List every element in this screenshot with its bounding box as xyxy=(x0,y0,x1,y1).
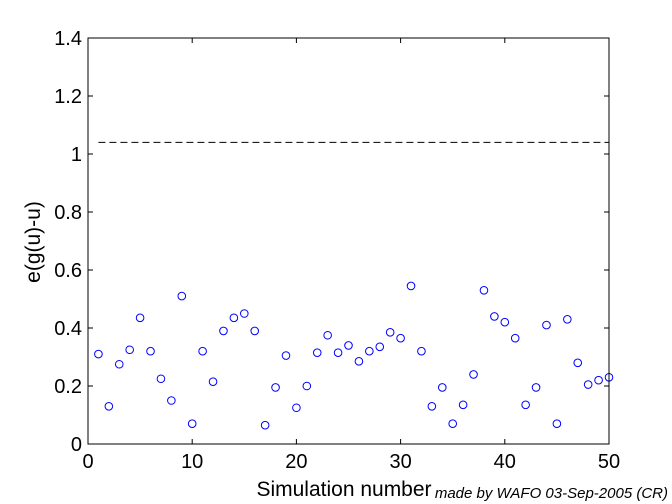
credit-text: made by WAFO 03-Sep-2005 (CR) xyxy=(435,485,668,502)
data-point xyxy=(531,383,541,392)
data-point xyxy=(385,328,395,337)
data-point xyxy=(500,317,510,327)
y-axis-label: e(g(u)-u) xyxy=(22,201,45,283)
data-point xyxy=(375,342,385,352)
data-point xyxy=(208,377,218,386)
y-tick-label: 0.2 xyxy=(54,376,82,398)
x-tick-label: 20 xyxy=(285,451,307,473)
data-point xyxy=(271,383,280,392)
y-tick-label: 1.4 xyxy=(54,28,82,50)
data-point xyxy=(229,313,239,323)
data-point xyxy=(365,346,374,356)
x-tick-label: 40 xyxy=(494,451,516,473)
data-point xyxy=(240,309,249,318)
data-point xyxy=(583,380,593,389)
data-point xyxy=(396,333,405,343)
data-point xyxy=(198,346,207,356)
x-tick-label: 50 xyxy=(598,451,620,473)
data-point xyxy=(302,381,312,391)
data-point xyxy=(312,348,322,357)
y-tick-label: 0.6 xyxy=(54,260,82,282)
data-point xyxy=(573,358,583,368)
data-point xyxy=(250,326,260,336)
data-point xyxy=(521,400,530,410)
data-point xyxy=(114,359,124,369)
data-point xyxy=(510,333,520,343)
data-point xyxy=(187,419,197,429)
data-point xyxy=(406,281,416,291)
data-point xyxy=(94,349,103,359)
data-point xyxy=(156,374,166,384)
data-point xyxy=(458,400,468,410)
x-tick-label: 30 xyxy=(389,451,411,473)
data-point xyxy=(563,315,572,324)
x-tick-label: 10 xyxy=(181,451,203,473)
data-point xyxy=(427,402,437,411)
data-point xyxy=(323,330,332,340)
data-point xyxy=(479,286,489,295)
plot-area xyxy=(88,38,609,444)
data-point xyxy=(146,346,155,356)
data-point xyxy=(281,351,291,360)
data-point xyxy=(417,346,426,356)
data-point xyxy=(437,383,447,392)
y-tick-label: 1.2 xyxy=(54,86,82,108)
data-point xyxy=(490,312,499,321)
data-point xyxy=(542,320,551,330)
data-point xyxy=(552,419,562,429)
x-tick-label: 0 xyxy=(82,451,93,473)
data-point xyxy=(104,402,114,411)
data-point xyxy=(354,357,364,366)
axes-box xyxy=(87,37,610,445)
x-axis-label: Simulation number xyxy=(256,478,431,501)
data-point xyxy=(344,341,353,350)
data-point xyxy=(167,396,176,405)
y-tick-label: 0 xyxy=(71,434,82,456)
y-tick-label: 0.8 xyxy=(54,202,82,224)
data-point xyxy=(260,420,270,430)
data-point xyxy=(219,326,228,336)
data-point xyxy=(177,291,187,301)
y-tick-label: 1 xyxy=(71,144,82,166)
data-point xyxy=(448,419,458,429)
data-point xyxy=(292,403,301,413)
data-point xyxy=(125,345,134,355)
y-tick-label: 0.4 xyxy=(54,318,82,340)
data-point xyxy=(594,375,603,385)
data-point xyxy=(469,370,478,379)
data-point xyxy=(135,313,145,323)
data-point xyxy=(333,348,343,357)
